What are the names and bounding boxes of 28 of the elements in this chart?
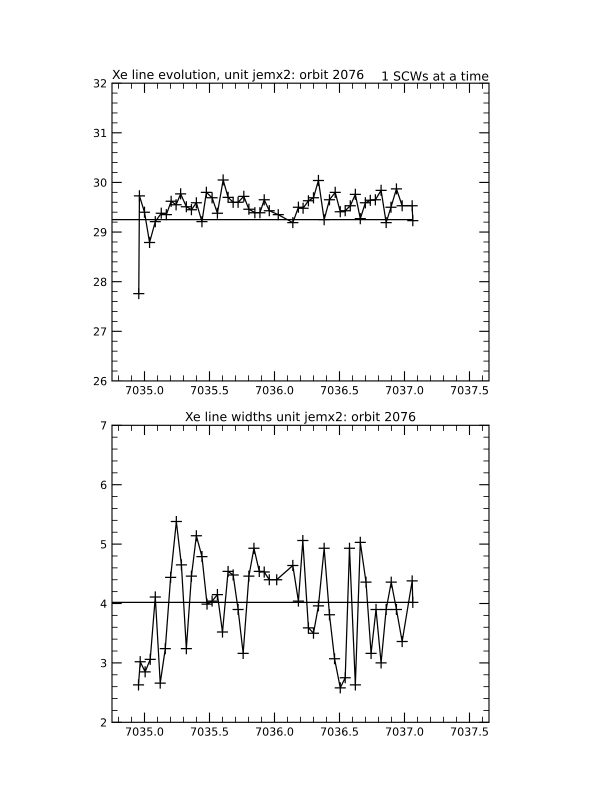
y-tick-label: 26 xyxy=(94,376,106,386)
x-tick-label: 7036.5 xyxy=(320,386,358,394)
x-tick-label: 7037.0 xyxy=(386,386,424,394)
y-tick-label: 31 xyxy=(94,128,106,138)
y-tick-label: 7 xyxy=(100,421,106,430)
y-tick-label: 4 xyxy=(100,600,107,608)
x-tick-label: 7037.0 xyxy=(386,727,424,736)
x-tick-label: 7035.0 xyxy=(126,386,164,394)
y-tick-label: 3 xyxy=(100,658,106,668)
y-tick-label: 32 xyxy=(94,79,106,88)
x-tick-label: 7036.5 xyxy=(320,727,358,736)
y-tick-label: 2 xyxy=(100,718,106,727)
chart-title: Xe line widths unit jemx2: orbit 2076 xyxy=(185,412,416,424)
y-tick-label: 28 xyxy=(94,278,106,286)
x-tick-label: 7036.0 xyxy=(256,386,294,394)
y-tick-label: 29 xyxy=(94,228,106,236)
chart-title: Xe line evolution, unit jemx2: orbit 2076 xyxy=(112,69,364,82)
y-tick-label: 30 xyxy=(94,178,106,187)
x-tick-label: 7037.5 xyxy=(450,727,488,736)
x-tick-label: 7037.5 xyxy=(450,386,488,394)
x-tick-label: 7035.5 xyxy=(190,727,228,736)
y-tick-label: 27 xyxy=(94,327,106,336)
text: 1 SCWs at a time xyxy=(382,71,488,81)
x-tick-label: 7035.0 xyxy=(126,727,164,736)
x-tick-label: 7035.5 xyxy=(190,386,228,394)
y-tick-label: 5 xyxy=(100,540,106,548)
y-tick-label: 6 xyxy=(100,480,106,490)
x-tick-label: 7036.0 xyxy=(256,727,294,736)
